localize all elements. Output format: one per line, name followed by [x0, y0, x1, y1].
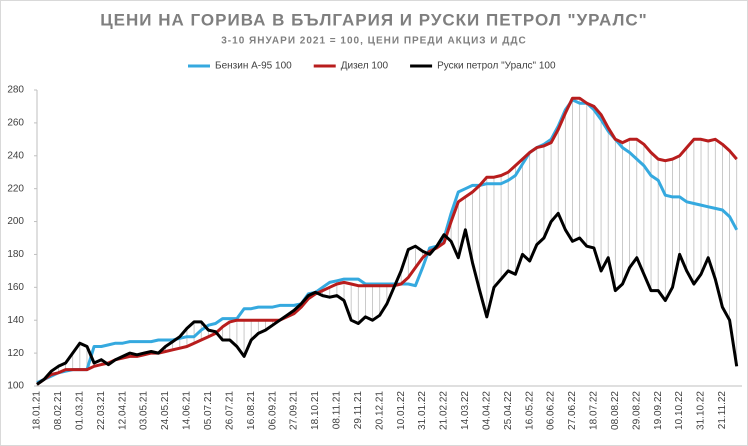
x-tick-label: 29.11.21	[353, 391, 364, 430]
y-tick-label: 200	[7, 216, 24, 227]
x-tick-label: 08.11.21	[332, 391, 343, 430]
x-tick-label: 05.07.21	[203, 391, 214, 430]
x-tick-label: 27.09.21	[289, 391, 300, 430]
x-tick-label: 22.03.21	[96, 391, 107, 430]
x-tick-label: 01.03.21	[74, 391, 85, 430]
x-tick-label: 12.04.21	[117, 391, 128, 430]
x-tick-label: 20.12.21	[374, 391, 385, 430]
x-tick-label: 18.10.21	[310, 391, 321, 430]
legend-label: Бензин А-95 100	[215, 61, 292, 72]
x-tick-label: 03.05.21	[139, 391, 150, 430]
series-line	[36, 211, 739, 386]
x-tick-label: 08.08.22	[610, 391, 621, 430]
x-tick-label: 16.08.21	[246, 391, 257, 430]
x-tick-label: 31.01.22	[417, 391, 428, 430]
y-tick-label: 220	[7, 183, 24, 194]
x-tick-label: 10.01.22	[396, 391, 407, 430]
x-tick-label: 14.03.22	[460, 391, 471, 430]
x-tick-label: 18.01.21	[32, 391, 43, 430]
x-tick-label: 21.02.22	[439, 391, 450, 430]
x-tick-label: 16.05.22	[524, 391, 535, 430]
x-tick-label: 24.05.21	[160, 391, 171, 430]
x-tick-label: 18.07.22	[589, 391, 600, 430]
x-tick-label: 21.11.22	[717, 391, 728, 430]
x-tick-label: 29.08.22	[631, 391, 642, 430]
chart-title: ЦЕНИ НА ГОРИВА В БЪЛГАРИЯ И РУСКИ ПЕТРОЛ…	[100, 10, 647, 29]
x-tick-label: 27.06.22	[567, 391, 578, 430]
x-tick-label: 04.04.22	[481, 391, 492, 430]
x-tick-label: 31.10.22	[696, 391, 707, 430]
x-tick-label: 06.09.21	[267, 391, 278, 430]
y-tick-label: 120	[7, 348, 24, 359]
x-tick-label: 08.02.21	[53, 391, 64, 430]
x-tick-label: 14.06.21	[182, 391, 193, 430]
y-tick-label: 280	[7, 85, 24, 96]
y-tick-label: 100	[7, 381, 24, 392]
legend-label: Дизел 100	[341, 61, 389, 72]
chart-subtitle: 3-10 ЯНУАРИ 2021 = 100, ЦЕНИ ПРЕДИ АКЦИЗ…	[221, 36, 527, 47]
y-tick-label: 180	[7, 249, 24, 260]
x-tick-label: 10.10.22	[674, 391, 685, 430]
y-tick-label: 140	[7, 315, 24, 326]
x-tick-label: 26.07.21	[224, 391, 235, 430]
y-tick-label: 160	[7, 282, 24, 293]
series-line	[36, 98, 739, 385]
y-tick-label: 260	[7, 118, 24, 129]
legend-label: Руски петрол "Уралс" 100	[437, 61, 556, 72]
y-tick-label: 240	[7, 150, 24, 161]
x-tick-label: 25.04.22	[503, 391, 514, 430]
x-tick-label: 06.06.22	[546, 391, 557, 430]
x-tick-label: 19.09.22	[653, 391, 664, 430]
